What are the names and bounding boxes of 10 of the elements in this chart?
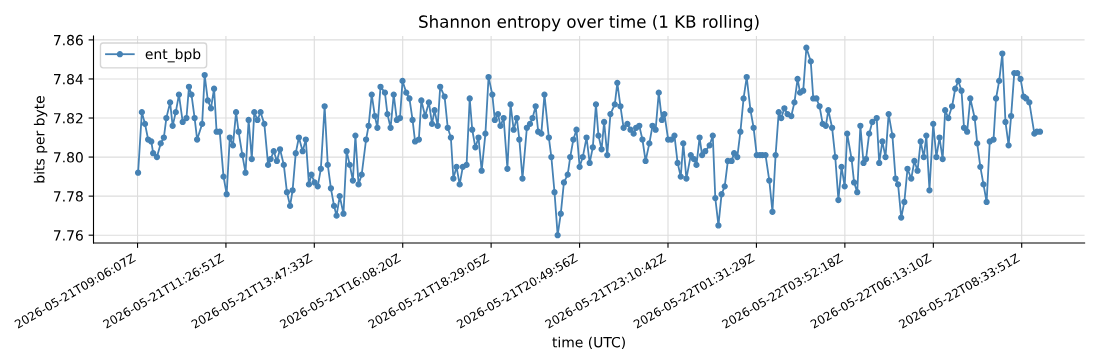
y-tick-label: 7.76 — [53, 230, 83, 241]
y-tick-label: 7.80 — [53, 152, 83, 163]
y-tick-label: 7.86 — [53, 34, 83, 46]
y-tick-label: 7.78 — [53, 191, 83, 202]
y-tick-label: 7.84 — [53, 73, 83, 85]
chart-title: Shannon entropy over time (1 KB rolling) — [419, 15, 759, 32]
legend-label: ent_bpb — [145, 48, 201, 63]
y-tick-label: 7.82 — [53, 112, 83, 124]
x-axis-title: time (UTC) — [552, 336, 625, 350]
y-axis-title: bits per byte — [33, 96, 48, 183]
